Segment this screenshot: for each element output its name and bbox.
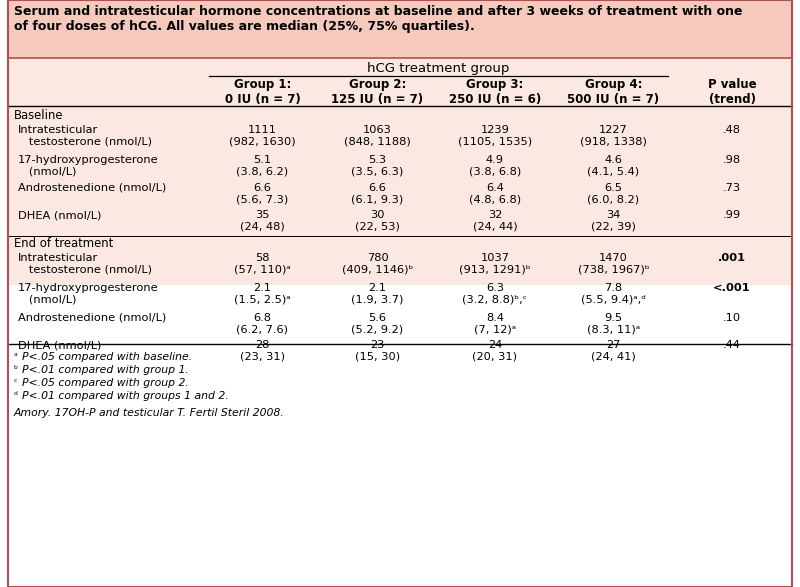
Text: 1239
(1105, 1535): 1239 (1105, 1535)	[458, 125, 532, 147]
Text: 6.4
(4.8, 6.8): 6.4 (4.8, 6.8)	[469, 183, 521, 205]
Text: 1063
(848, 1188): 1063 (848, 1188)	[344, 125, 411, 147]
Text: Serum and intratesticular hormone concentrations at baseline and after 3 weeks o: Serum and intratesticular hormone concen…	[14, 5, 742, 33]
Text: P<.05 compared with baseline.: P<.05 compared with baseline.	[22, 352, 192, 362]
Text: 58
(57, 110)ᵃ: 58 (57, 110)ᵃ	[234, 253, 291, 275]
Text: 1037
(913, 1291)ᵇ: 1037 (913, 1291)ᵇ	[459, 253, 531, 275]
Text: P value
(trend): P value (trend)	[708, 78, 756, 106]
Text: 6.5
(6.0, 8.2): 6.5 (6.0, 8.2)	[587, 183, 639, 205]
Text: 2.1
(1.5, 2.5)ᵃ: 2.1 (1.5, 2.5)ᵃ	[234, 283, 291, 305]
Text: 23
(15, 30): 23 (15, 30)	[355, 340, 400, 362]
Text: Group 1:
0 IU (n = 7): Group 1: 0 IU (n = 7)	[225, 78, 300, 106]
Text: DHEA (nmol/L): DHEA (nmol/L)	[18, 210, 102, 220]
Text: Androstenedione (nmol/L): Androstenedione (nmol/L)	[18, 313, 166, 323]
Text: 1227
(918, 1338): 1227 (918, 1338)	[580, 125, 647, 147]
Text: 7.8
(5.5, 9.4)ᵃ,ᵈ: 7.8 (5.5, 9.4)ᵃ,ᵈ	[581, 283, 646, 305]
Text: Group 2:
125 IU (n = 7): Group 2: 125 IU (n = 7)	[331, 78, 423, 106]
Text: <.001: <.001	[713, 283, 751, 293]
Text: 32
(24, 44): 32 (24, 44)	[473, 210, 518, 232]
Text: Group 3:
250 IU (n = 6): Group 3: 250 IU (n = 6)	[449, 78, 541, 106]
Text: .48: .48	[723, 125, 741, 135]
Text: 17-hydroxyprogesterone
   (nmol/L): 17-hydroxyprogesterone (nmol/L)	[18, 283, 158, 305]
Text: 1470
(738, 1967)ᵇ: 1470 (738, 1967)ᵇ	[578, 253, 650, 275]
Text: 17-hydroxyprogesterone
   (nmol/L): 17-hydroxyprogesterone (nmol/L)	[18, 155, 158, 177]
Text: .10: .10	[723, 313, 741, 323]
Text: .99: .99	[723, 210, 741, 220]
Text: 4.9
(3.8, 6.8): 4.9 (3.8, 6.8)	[469, 155, 521, 177]
Bar	[8, 120, 792, 285]
Text: .73: .73	[723, 183, 741, 193]
Text: Baseline: Baseline	[14, 109, 63, 122]
Text: ᶜ: ᶜ	[14, 378, 18, 387]
Text: End of treatment: End of treatment	[14, 237, 114, 250]
Bar	[8, 58, 792, 120]
Text: 6.6
(6.1, 9.3): 6.6 (6.1, 9.3)	[351, 183, 404, 205]
Text: Androstenedione (nmol/L): Androstenedione (nmol/L)	[18, 183, 166, 193]
Text: P<.01 compared with group 1.: P<.01 compared with group 1.	[22, 365, 189, 375]
Text: 8.4
(7, 12)ᵃ: 8.4 (7, 12)ᵃ	[474, 313, 516, 335]
Text: 34
(22, 39): 34 (22, 39)	[591, 210, 636, 232]
Text: P<.01 compared with groups 1 and 2.: P<.01 compared with groups 1 and 2.	[22, 391, 229, 401]
Text: 5.6
(5.2, 9.2): 5.6 (5.2, 9.2)	[351, 313, 403, 335]
Text: Group 4:
500 IU (n = 7): Group 4: 500 IU (n = 7)	[567, 78, 659, 106]
Text: ᵇ: ᵇ	[14, 365, 18, 374]
Text: 6.8
(6.2, 7.6): 6.8 (6.2, 7.6)	[237, 313, 289, 335]
Text: 9.5
(8.3, 11)ᵃ: 9.5 (8.3, 11)ᵃ	[587, 313, 640, 335]
Text: .44: .44	[723, 340, 741, 350]
Text: 2.1
(1.9, 3.7): 2.1 (1.9, 3.7)	[351, 283, 404, 305]
Text: P<.05 compared with group 2.: P<.05 compared with group 2.	[22, 378, 189, 388]
Text: 24
(20, 31): 24 (20, 31)	[473, 340, 518, 362]
Text: .98: .98	[723, 155, 741, 165]
Text: 30
(22, 53): 30 (22, 53)	[355, 210, 400, 232]
Text: 35
(24, 48): 35 (24, 48)	[240, 210, 285, 232]
Text: 5.1
(3.8, 6.2): 5.1 (3.8, 6.2)	[237, 155, 289, 177]
Text: Amory. 17OH-P and testicular T. Fertil Steril 2008.: Amory. 17OH-P and testicular T. Fertil S…	[14, 408, 285, 418]
Bar	[8, 289, 792, 587]
Text: .001: .001	[718, 253, 746, 263]
Text: hCG treatment group: hCG treatment group	[367, 62, 510, 75]
Text: Intratesticular
   testosterone (nmol/L): Intratesticular testosterone (nmol/L)	[18, 253, 152, 275]
Text: Intratesticular
   testosterone (nmol/L): Intratesticular testosterone (nmol/L)	[18, 125, 152, 147]
Text: ᵈ: ᵈ	[14, 391, 18, 400]
Text: 27
(24, 41): 27 (24, 41)	[591, 340, 636, 362]
Bar	[8, 0, 792, 58]
Text: 5.3
(3.5, 6.3): 5.3 (3.5, 6.3)	[351, 155, 404, 177]
Text: DHEA (nmol/L): DHEA (nmol/L)	[18, 340, 102, 350]
Text: 6.6
(5.6, 7.3): 6.6 (5.6, 7.3)	[236, 183, 289, 205]
Text: 6.3
(3.2, 8.8)ᵇ,ᶜ: 6.3 (3.2, 8.8)ᵇ,ᶜ	[462, 283, 527, 305]
Text: ᵃ: ᵃ	[14, 352, 18, 361]
Text: 4.6
(4.1, 5.4): 4.6 (4.1, 5.4)	[587, 155, 639, 177]
Text: 780
(409, 1146)ᵇ: 780 (409, 1146)ᵇ	[342, 253, 413, 275]
Text: 1111
(982, 1630): 1111 (982, 1630)	[229, 125, 296, 147]
Text: 28
(23, 31): 28 (23, 31)	[240, 340, 285, 362]
